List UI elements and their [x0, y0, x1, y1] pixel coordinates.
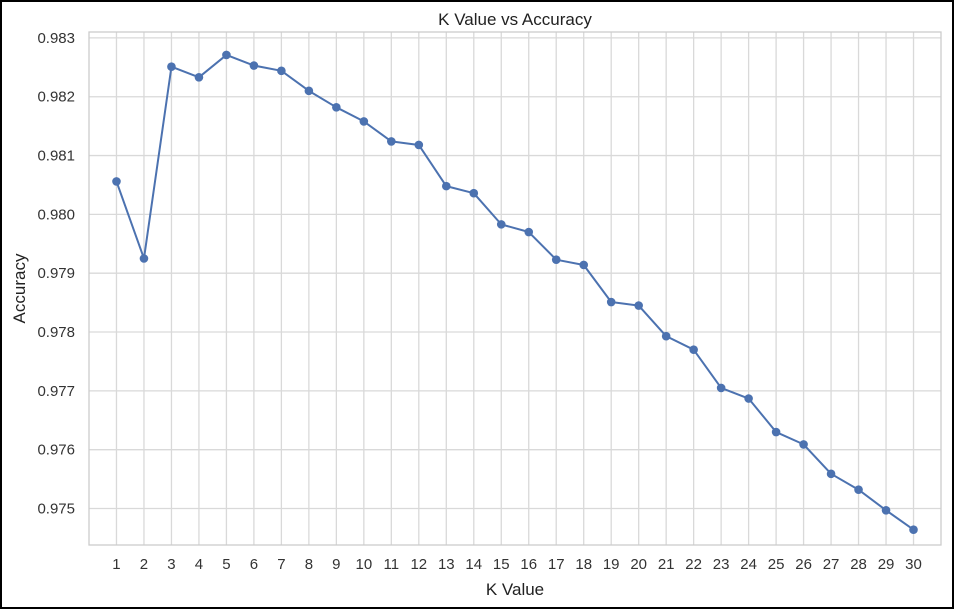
- x-tick-label: 18: [575, 556, 592, 573]
- x-tick-label: 27: [823, 556, 840, 573]
- x-tick-label: 25: [768, 556, 785, 573]
- data-point: [799, 440, 808, 449]
- y-tick-label: 0.979: [37, 265, 75, 282]
- x-tick-label: 21: [658, 556, 675, 573]
- data-point: [826, 469, 836, 479]
- data-point: [112, 177, 121, 186]
- data-point: [579, 260, 589, 270]
- x-tick-label: 6: [250, 556, 258, 573]
- data-point: [359, 117, 369, 126]
- x-tick-label: 29: [878, 556, 895, 573]
- data-point: [661, 331, 671, 341]
- data-point: [469, 188, 479, 198]
- y-tick-label: 0.980: [37, 206, 75, 223]
- x-tick-label: 20: [630, 556, 647, 573]
- data-point: [194, 72, 204, 82]
- y-tick-label: 0.983: [37, 30, 75, 47]
- x-tick-label: 4: [195, 556, 203, 573]
- x-tick-label: 17: [548, 556, 565, 573]
- data-point: [496, 220, 506, 229]
- data-point: [441, 181, 451, 191]
- x-tick-label: 14: [465, 556, 482, 573]
- data-point: [332, 103, 341, 112]
- data-point: [771, 427, 781, 437]
- data-point: [414, 140, 424, 150]
- plot-area-border: [88, 31, 942, 546]
- x-tick-label: 19: [603, 556, 620, 573]
- data-point: [167, 62, 176, 72]
- y-tick-label: 0.977: [37, 383, 75, 400]
- x-tick-label: 7: [277, 556, 285, 573]
- y-tick-label: 0.982: [37, 89, 75, 106]
- data-point: [854, 485, 863, 494]
- y-tick-label: 0.978: [37, 324, 75, 341]
- data-point: [689, 345, 698, 354]
- data-point: [716, 383, 726, 393]
- data-point: [304, 86, 314, 96]
- data-point: [139, 254, 149, 263]
- x-tick-label: 15: [493, 556, 510, 573]
- x-tick-label: 13: [438, 556, 455, 573]
- y-tick-label: 0.975: [37, 501, 75, 518]
- data-point: [881, 505, 891, 515]
- x-tick-label: 12: [410, 556, 427, 573]
- x-tick-label: 16: [520, 556, 537, 573]
- x-tick-label: 9: [332, 556, 340, 573]
- data-point: [249, 61, 259, 70]
- y-tick-label: 0.976: [37, 442, 75, 459]
- data-point: [277, 66, 286, 76]
- x-axis-title: K Value: [486, 580, 544, 599]
- chart-title: K Value vs Accuracy: [438, 10, 592, 29]
- x-tick-label: 1: [112, 556, 120, 573]
- data-point: [634, 301, 643, 310]
- data-point: [222, 50, 231, 60]
- x-tick-label: 23: [713, 556, 730, 573]
- y-tick-label: 0.981: [37, 148, 75, 165]
- data-point: [551, 255, 561, 264]
- grid: [89, 32, 941, 545]
- x-tick-label: 22: [685, 556, 702, 573]
- data-point: [606, 297, 616, 307]
- x-tick-label: 24: [740, 556, 757, 573]
- x-tick-label: 26: [795, 556, 812, 573]
- x-axis-ticks: 1 2 3 4 5 6 7 8 9 10 11 12 13 14 15 16 17 18 19 20 21 22 23 24 2…: [112, 556, 922, 573]
- y-axis-title: Accuracy: [10, 253, 29, 323]
- data-point: [909, 525, 918, 535]
- x-tick-label: 10: [355, 556, 372, 573]
- y-axis-ticks: 0.975 0.976 0.977 0.978 0.979 0.980 0.981 0.982…: [37, 30, 75, 518]
- x-tick-label: 5: [222, 556, 230, 573]
- series-line: [115, 53, 915, 531]
- x-tick-label: 8: [305, 556, 313, 573]
- x-tick-label: 30: [905, 556, 922, 573]
- data-point: [524, 227, 534, 237]
- data-point: [387, 137, 396, 146]
- data-point: [744, 394, 753, 403]
- x-tick-label: 28: [850, 556, 867, 573]
- x-tick-label: 2: [140, 556, 148, 573]
- series-accuracy: [112, 50, 918, 535]
- x-tick-label: 3: [167, 556, 175, 573]
- x-tick-label: 11: [384, 556, 400, 573]
